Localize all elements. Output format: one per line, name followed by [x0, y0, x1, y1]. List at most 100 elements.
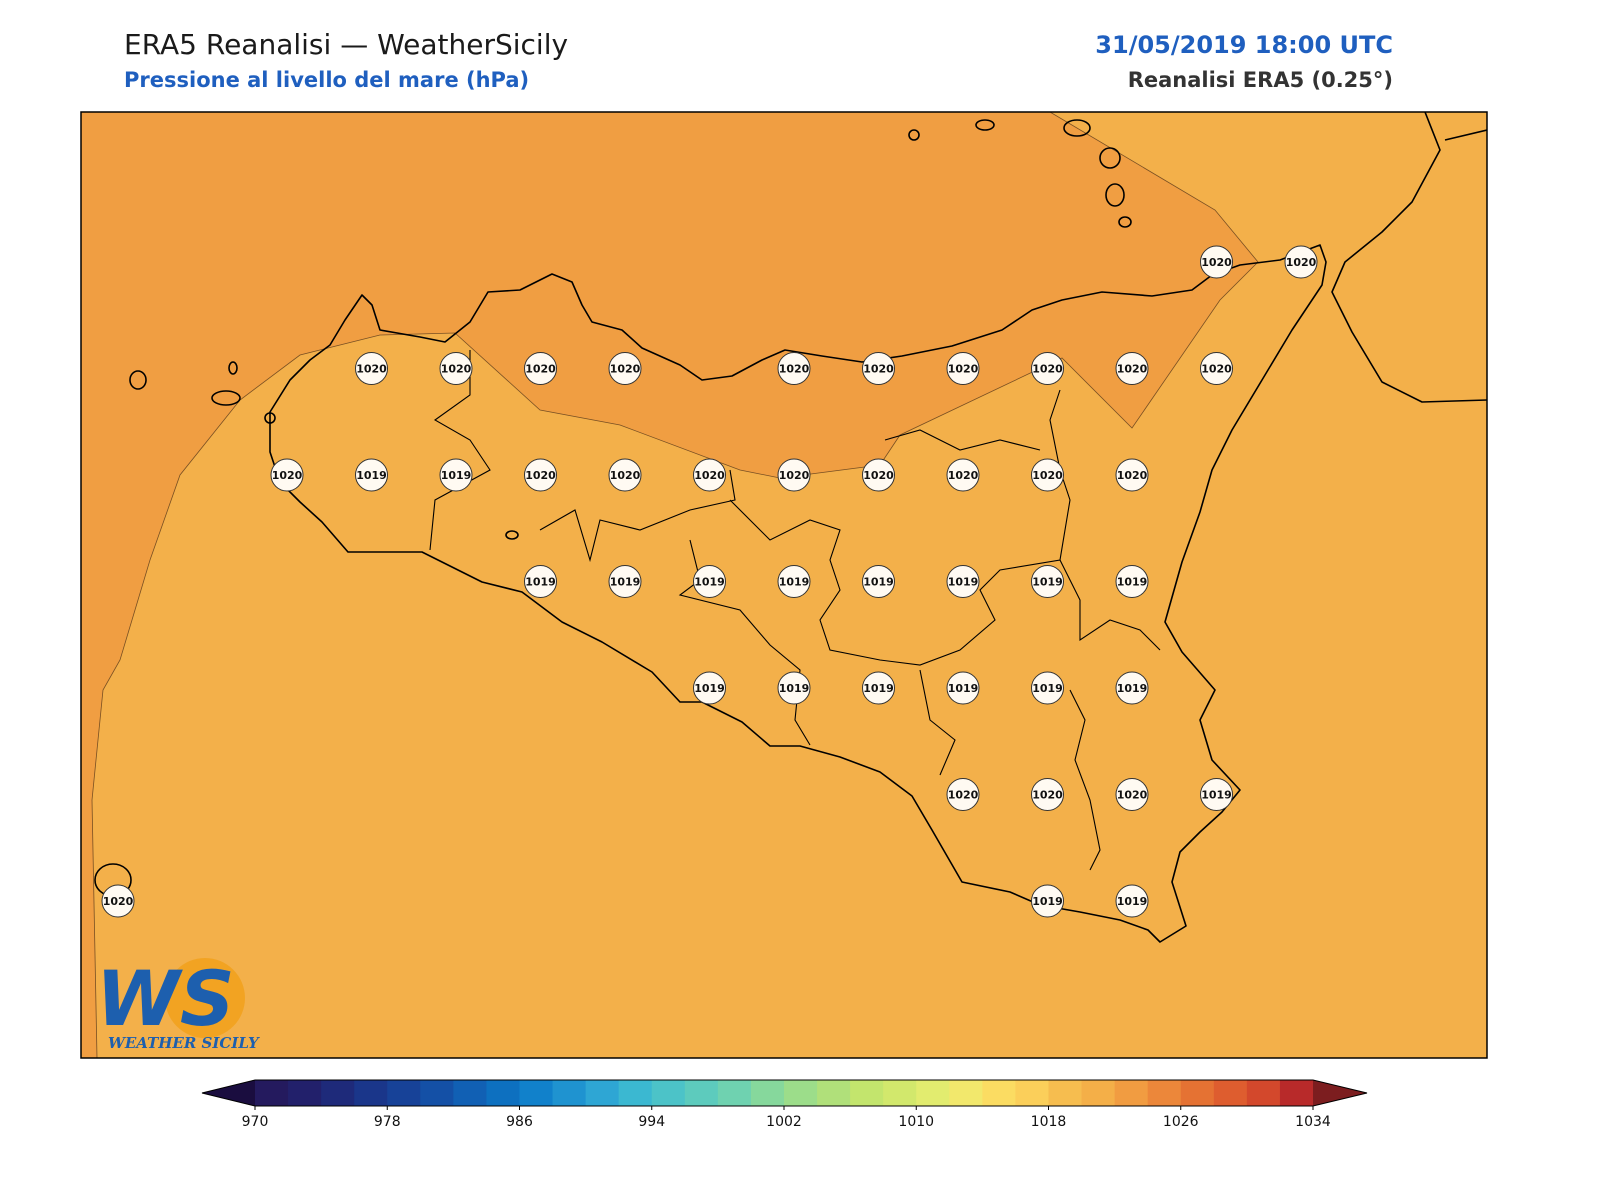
- station-marker: [1200, 352, 1233, 385]
- colorbar-bin: [552, 1080, 587, 1106]
- colorbar-tick-label: 994: [638, 1114, 665, 1130]
- station-value: 1020: [1117, 363, 1148, 376]
- colorbar-bin: [1279, 1080, 1314, 1106]
- station-marker: [777, 352, 811, 385]
- station-marker: [608, 352, 642, 385]
- station-marker: [608, 458, 642, 492]
- station-value: 1019: [694, 576, 725, 589]
- station-marker: [1115, 778, 1149, 811]
- colorbar-bin: [321, 1080, 355, 1106]
- isobar: [91, 112, 1259, 1058]
- colorbar-bin: [784, 1080, 818, 1106]
- colorbar-under: [202, 1080, 255, 1106]
- station-marker: [439, 352, 473, 385]
- colorbar-tick-label: 978: [374, 1114, 401, 1130]
- station-marker: [1115, 884, 1149, 918]
- colorbar-tick-label: 970: [242, 1114, 269, 1130]
- logo-sun: [165, 958, 245, 1038]
- station-marker: [1115, 352, 1149, 385]
- station-marker: [862, 671, 895, 705]
- title: ERA5 Reanalisi — WeatherSicily: [124, 28, 568, 61]
- station-value: 1020: [525, 469, 556, 482]
- station-marker: [862, 352, 895, 385]
- colorbar-over: [1313, 1080, 1367, 1106]
- colorbar-bin: [288, 1080, 322, 1106]
- station-value: 1019: [610, 576, 641, 589]
- station-value: 1020: [1032, 469, 1063, 482]
- station-marker: [524, 458, 557, 492]
- colorbar-bin: [618, 1080, 653, 1106]
- map: 1020 1020 1020 1020 1020 1020 1020 1020 1020 1020…: [80, 111, 1488, 1059]
- station-marker: [946, 671, 980, 705]
- colorbar-bin: [1114, 1080, 1149, 1106]
- station-marker: [1200, 245, 1233, 279]
- logo-name: WEATHER SICILY: [108, 1034, 260, 1052]
- station-marker: [693, 458, 726, 492]
- station-value: 1020: [863, 363, 894, 376]
- colorbar-bin: [949, 1080, 983, 1106]
- colorbar-bin: [750, 1080, 785, 1106]
- colorbar-bin: [1147, 1080, 1182, 1106]
- station-value: 1020: [948, 469, 979, 482]
- station-marker: [355, 458, 388, 492]
- colorbar-bin: [651, 1080, 686, 1106]
- colorbar-bin: [354, 1080, 388, 1106]
- station-value: 1020: [525, 363, 556, 376]
- station-marker: [1115, 671, 1149, 705]
- station-marker: [355, 352, 388, 385]
- station-value: 1020: [1286, 256, 1317, 269]
- station-marker: [1115, 458, 1149, 492]
- colorbar-bin: [684, 1080, 719, 1106]
- station-value: 1019: [1117, 576, 1148, 589]
- station-marker: [777, 671, 811, 705]
- station-marker: [862, 458, 895, 492]
- station-value: 1019: [356, 469, 387, 482]
- station-marker: [1200, 778, 1233, 811]
- station-marker: [1031, 671, 1064, 705]
- station-value: 1019: [1201, 789, 1232, 802]
- station-marker: [693, 565, 726, 598]
- station-marker: [946, 778, 980, 811]
- station-value: 1019: [441, 469, 472, 482]
- colorbar-bin: [585, 1080, 620, 1106]
- colorbar-bin: [883, 1080, 917, 1106]
- colorbar-tick-label: 1018: [1031, 1114, 1067, 1130]
- colorbar-bin: [387, 1080, 421, 1106]
- station-value: 1020: [610, 363, 641, 376]
- station-value: 1020: [610, 469, 641, 482]
- station-value: 1019: [779, 682, 810, 695]
- station-value: 1019: [525, 576, 556, 589]
- station-value: 1020: [1117, 789, 1148, 802]
- station-value: 1020: [863, 469, 894, 482]
- colorbar-bin: [420, 1080, 454, 1106]
- station-value: 1019: [948, 576, 979, 589]
- colorbar-bin: [850, 1080, 884, 1106]
- station-value: 1020: [1032, 789, 1063, 802]
- station-marker: [608, 565, 642, 598]
- colorbar-bin: [486, 1080, 520, 1106]
- station-value: 1020: [272, 469, 303, 482]
- station-value: 1020: [779, 469, 810, 482]
- colorbar-tick-label: 1034: [1295, 1114, 1331, 1130]
- station-value: 1019: [863, 576, 894, 589]
- station-value: 1020: [1201, 256, 1232, 269]
- colorbar-bin: [1015, 1080, 1049, 1106]
- station-value: 1020: [1032, 363, 1063, 376]
- station-marker: [777, 565, 811, 598]
- colorbar-bin: [1246, 1080, 1281, 1106]
- station-value: 1020: [356, 363, 387, 376]
- coastline-calabria-north: [1444, 129, 1487, 141]
- station-marker: [946, 352, 980, 385]
- logo: WS WEATHER SICILY: [96, 954, 260, 1052]
- colorbar-bin: [982, 1080, 1016, 1106]
- station-marker: [1115, 565, 1149, 598]
- station-value: 1019: [1032, 576, 1063, 589]
- datetime: 31/05/2019 18:00 UTC: [1095, 31, 1393, 59]
- field-1020: [81, 112, 1258, 1058]
- colorbar-bin: [1180, 1080, 1215, 1106]
- colorbar-bin: [1081, 1080, 1116, 1106]
- colorbar-bin: [1213, 1080, 1248, 1106]
- colorbar-tick-label: 986: [506, 1114, 533, 1130]
